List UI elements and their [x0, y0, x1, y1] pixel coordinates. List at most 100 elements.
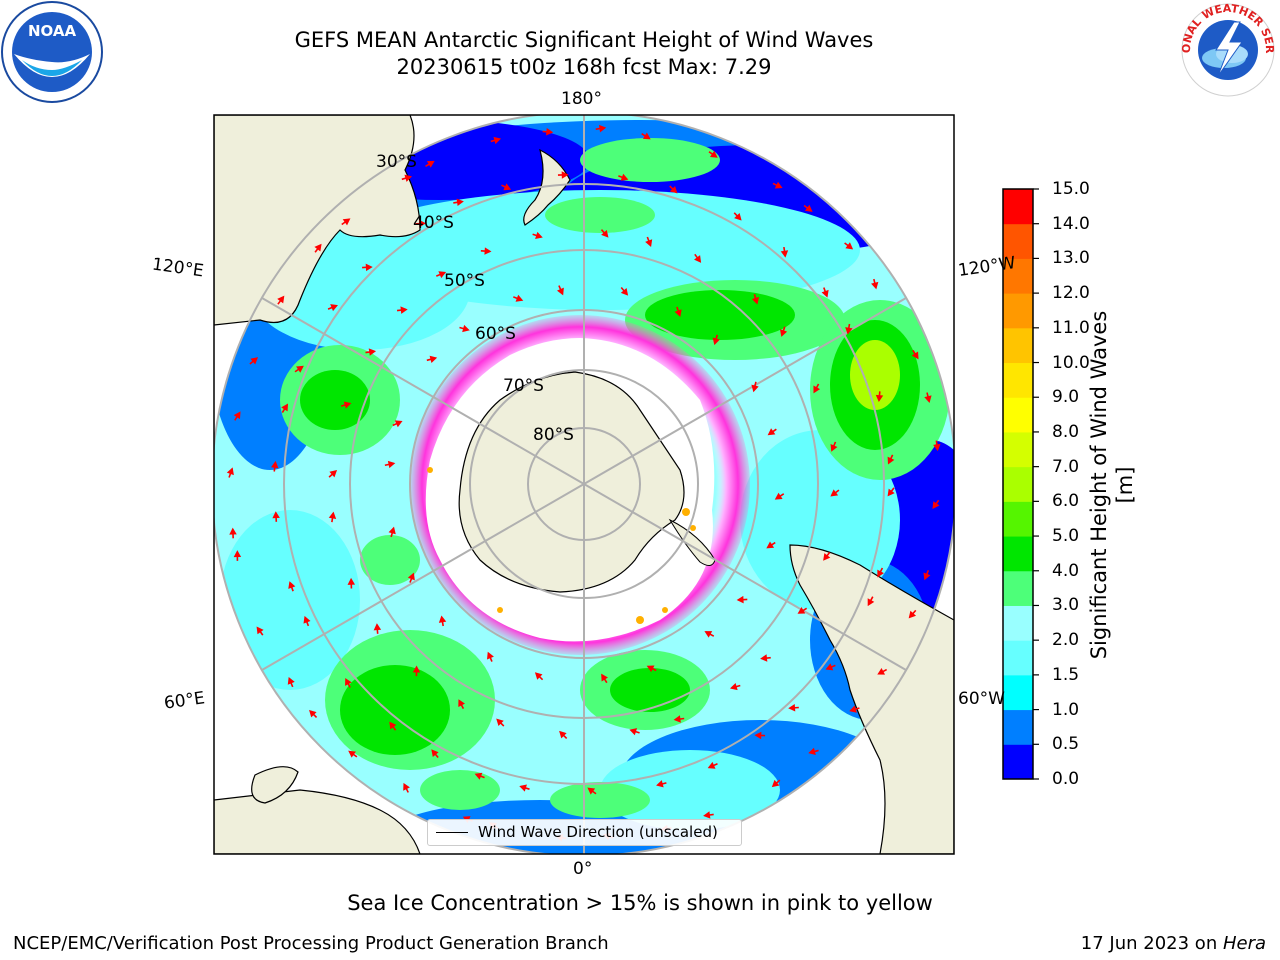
wave-arrow-head: [503, 183, 512, 191]
wave-arrow-head: [426, 160, 435, 168]
wave-arrow-head: [932, 501, 940, 509]
wave-arrow-head: [493, 136, 502, 145]
wave-arrow-head: [272, 511, 280, 519]
colorbar-segment: [1003, 709, 1033, 745]
colorbar-segment: [1003, 605, 1033, 641]
footer-date-text: 17 Jun 2023 on: [1080, 933, 1223, 954]
colorbar-segment: [1003, 466, 1033, 502]
legend-line-swatch: [436, 832, 468, 833]
colorbar-tick-label: 8.0: [1052, 421, 1080, 442]
wave-arrow-head: [923, 572, 931, 581]
wave-arrow-head: [496, 718, 504, 727]
wave-arrow-head: [277, 295, 285, 304]
wave-arrow-head: [877, 569, 884, 578]
wave-arrow-head: [703, 811, 711, 819]
map-area: [214, 115, 954, 854]
land: [214, 115, 954, 854]
colorbar: [1002, 188, 1039, 780]
wave-arrow-head: [620, 173, 629, 181]
lon-label-60w: 60°W: [958, 689, 1005, 709]
wave-arrow-head: [887, 456, 895, 465]
colorbar-segment: [1003, 397, 1033, 433]
wave-arrow-head: [780, 250, 789, 258]
wave-arrow-head: [368, 348, 377, 356]
wave-arrow-head: [797, 607, 806, 614]
colorbar-segment: [1003, 431, 1033, 468]
wave-arrow-head: [830, 489, 839, 497]
lat-label-30s: 30°S: [376, 152, 417, 172]
wave-arrow-head: [788, 704, 796, 712]
wave-arrow-head: [933, 443, 941, 452]
wave-arrow-head: [601, 230, 609, 238]
legend-label: Wind Wave Direction (unscaled): [478, 823, 718, 841]
wave-arrow-head: [281, 403, 289, 412]
wave-arrow-head: [766, 541, 775, 549]
wave-arrow-head: [629, 728, 638, 736]
wave-arrow-head: [674, 309, 682, 318]
wave-arrow-head: [309, 709, 317, 718]
wave-arrow-head: [754, 731, 762, 740]
wave-arrow-head: [771, 779, 780, 788]
colorbar-tick-label: 1.0: [1052, 699, 1080, 720]
wave-arrow-head: [345, 678, 352, 686]
wave-arrow-head: [343, 401, 352, 409]
colorbar-tick-label: 5.0: [1052, 526, 1080, 547]
wave-arrow-head: [431, 749, 439, 757]
wave-arrow-head: [830, 443, 838, 452]
wave-arrow-head: [329, 469, 338, 478]
colorbar-segment: [1003, 223, 1033, 259]
wave-arrow-head: [474, 772, 483, 780]
wave-arrow-head: [694, 255, 702, 263]
lat-label-50s: 50°S: [444, 271, 485, 291]
chart-title: GEFS MEAN Antarctic Significant Height o…: [294, 28, 874, 52]
colorbar-segment: [1003, 570, 1033, 606]
wave-arrow-head: [561, 171, 569, 179]
chart-subtitle: 20230615 t00z 168h fcst Max: 7.29: [396, 55, 772, 79]
lat-label-80s: 80°S: [533, 425, 574, 445]
wave-arrow-head: [348, 750, 356, 758]
wave-arrow-head: [287, 676, 295, 685]
wave-arrow-head: [620, 288, 629, 296]
wave-arrow-head: [229, 527, 237, 535]
colorbar-tick-label: 12.0: [1052, 283, 1090, 304]
wave-arrow-head: [288, 581, 296, 589]
wave-arrow-head: [601, 673, 608, 682]
wave-arrow-head: [887, 488, 895, 497]
wave-arrow-head: [669, 185, 678, 194]
wave-arrow-head: [387, 460, 396, 469]
wave-arrow-head: [256, 626, 264, 635]
colorbar-tick-label: 0.5: [1052, 734, 1080, 755]
colorbar-tick-label: 0.0: [1052, 769, 1080, 789]
wave-arrow-head: [911, 351, 919, 360]
wave-arrow-head: [534, 672, 543, 680]
wave-arrow-head: [403, 782, 410, 791]
wave-arrow-head: [734, 213, 742, 221]
wave-arrow-head: [233, 411, 241, 420]
wave-arrow-head: [347, 577, 356, 585]
noaa-logo: NOAA: [1, 1, 103, 103]
antarctica: [458, 371, 685, 593]
wave-arrow-head: [813, 385, 821, 394]
wave-arrow-head: [250, 357, 259, 365]
svg-text:NOAA: NOAA: [28, 22, 77, 40]
wave-arrow-head: [825, 663, 834, 671]
wave-arrow-head: [924, 395, 932, 403]
colorbar-tick-label: 1.5: [1052, 664, 1080, 685]
wave-arrow-head: [875, 394, 884, 403]
nws-logo: NATIONAL WEATHER SERVICE: [1176, 2, 1276, 97]
wave-arrow-head: [780, 329, 788, 337]
graticule: [214, 115, 954, 854]
wave-arrow-head: [656, 780, 664, 788]
colorbar-segment: [1003, 536, 1033, 572]
wave-arrow-head: [587, 787, 596, 795]
wave-arrow-head: [808, 747, 816, 756]
wave-arrow-head: [556, 287, 564, 296]
wave-arrow-head: [462, 324, 470, 333]
colorbar-segment: [1003, 189, 1033, 225]
map-frame: [213, 114, 955, 855]
wave-arrow-head: [407, 572, 415, 581]
colorbar-tick-label: 9.0: [1052, 387, 1080, 408]
wave-arrow-head: [226, 467, 234, 476]
colorbar-tick-label: 11.0: [1052, 317, 1090, 338]
colorbar-tick-label: 2.0: [1052, 630, 1080, 651]
